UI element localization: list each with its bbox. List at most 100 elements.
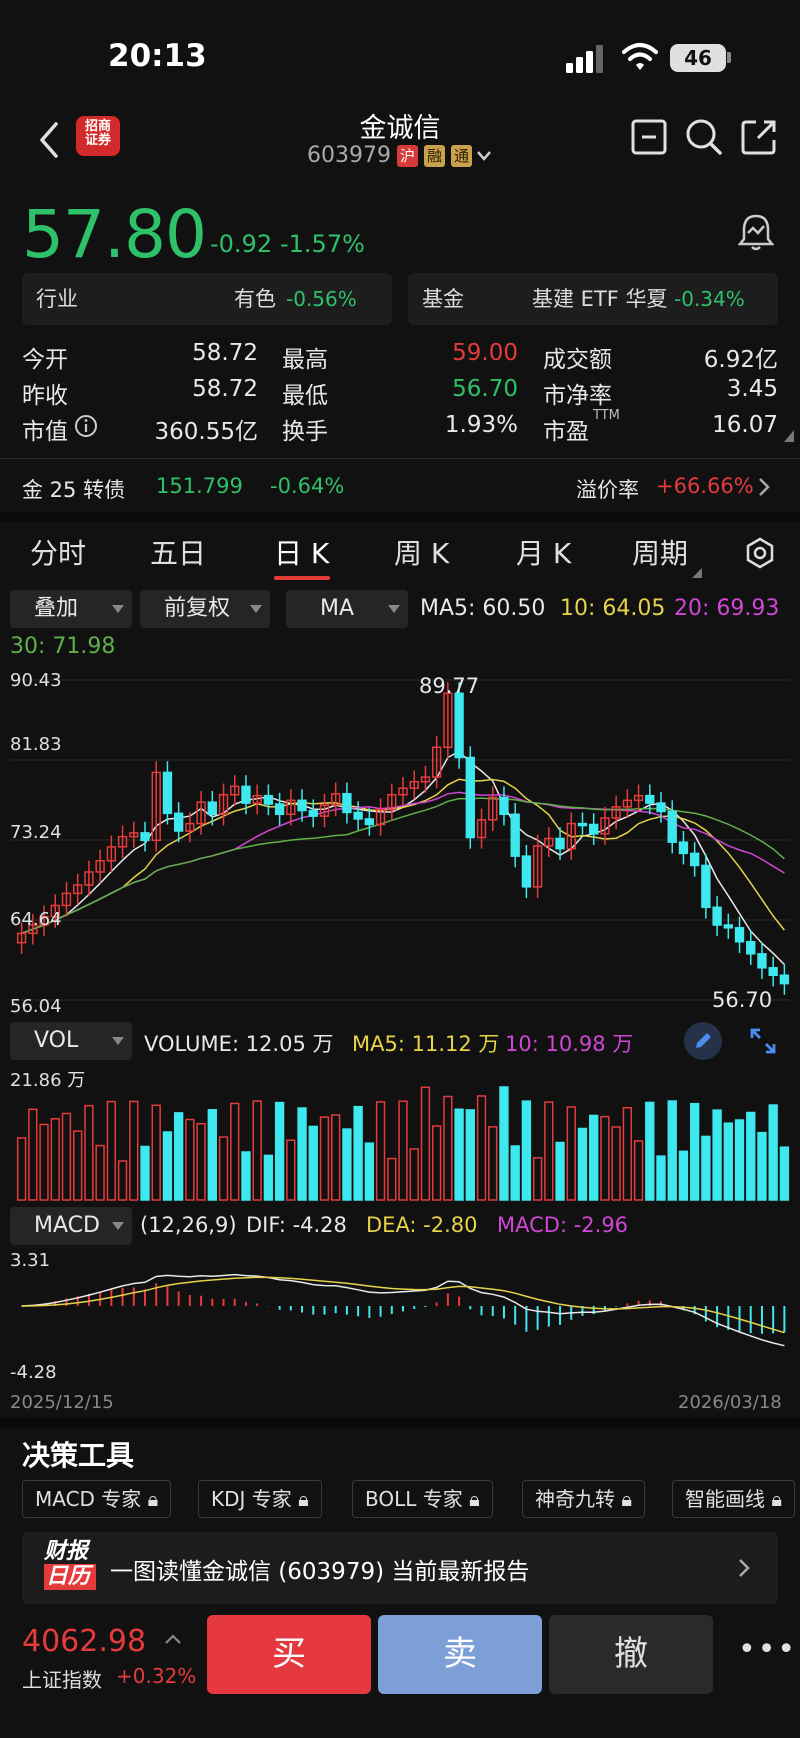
tag-connect: 通 xyxy=(451,145,473,167)
prev-close-value: 58.72 xyxy=(192,376,258,402)
tab-daily-k[interactable]: 日 K xyxy=(274,537,330,570)
volume-bar xyxy=(73,1130,83,1201)
tab-intraday[interactable]: 分时 xyxy=(30,537,87,570)
volume-bar xyxy=(398,1100,408,1201)
kline-candle xyxy=(633,794,644,802)
tool-chip-boll[interactable]: BOLL 专家 🔒︎ xyxy=(352,1480,493,1518)
volume-bar xyxy=(241,1151,251,1201)
broker-logo: 招商 证券 xyxy=(76,116,120,156)
volume-bar xyxy=(443,1095,453,1201)
search-icon[interactable] xyxy=(685,118,723,156)
tool-chip-smartline[interactable]: 智能画线 🔒︎ xyxy=(672,1480,795,1518)
volume-bar xyxy=(308,1125,318,1201)
corner-arrow-icon[interactable] xyxy=(784,430,794,442)
buy-button[interactable]: 买 xyxy=(207,1615,371,1694)
report-banner[interactable]: 财报 日历 一图读懂金诚信 (603979) 当前最新报告 xyxy=(22,1532,778,1604)
back-icon[interactable] xyxy=(34,120,64,160)
battery-tip xyxy=(727,52,731,63)
report-text: 一图读懂金诚信 (603979) 当前最新报告 xyxy=(110,1559,530,1585)
lock-icon: 🔒︎ xyxy=(621,1487,632,1511)
industry-pct: -0.56% xyxy=(286,287,357,311)
vol-dropdown[interactable]: VOL xyxy=(10,1022,132,1060)
pb-value: 3.45 xyxy=(726,376,778,402)
overlay-dropdown[interactable]: 叠加 xyxy=(10,590,132,628)
tab-period[interactable]: 周期 xyxy=(632,537,689,570)
macd-chart[interactable] xyxy=(0,1246,800,1386)
bond-pct: -0.64% xyxy=(270,474,345,498)
pe-value: 16.07 xyxy=(712,412,778,438)
volume-bar xyxy=(230,1102,240,1201)
ma-dropdown[interactable]: MA xyxy=(286,590,408,628)
volume-bar xyxy=(28,1108,38,1201)
volume-bar xyxy=(757,1131,767,1201)
report-badge-top: 财报 xyxy=(44,1539,89,1564)
kline-candle xyxy=(39,915,49,926)
volume-bar xyxy=(723,1122,733,1201)
volume-max-label: 21.86 万 xyxy=(10,1070,86,1091)
open-value: 58.72 xyxy=(192,340,258,366)
kline-y-label-top: 90.43 xyxy=(10,670,62,691)
alert-bell-icon[interactable] xyxy=(738,212,774,252)
volume-bar xyxy=(387,1157,397,1201)
lock-icon: 🔒︎ xyxy=(147,1487,159,1511)
volume-bar xyxy=(712,1109,722,1201)
minimize-icon[interactable] xyxy=(630,118,668,156)
kline-candle xyxy=(611,806,621,819)
kline-candle xyxy=(768,967,778,976)
kline-candle xyxy=(331,793,341,806)
volume-bar xyxy=(353,1105,363,1201)
chevron-down-icon[interactable] xyxy=(476,150,492,162)
kline-y-label-bottom: 56.04 xyxy=(10,996,62,1017)
expand-icon[interactable] xyxy=(748,1026,778,1056)
tab-five-day[interactable]: 五日 xyxy=(150,537,207,570)
sell-button[interactable]: 卖 xyxy=(378,1615,542,1694)
fund-pct: -0.34% xyxy=(674,287,745,311)
kline-candle xyxy=(701,864,711,909)
volume-bar xyxy=(297,1107,307,1201)
tab-monthly-k[interactable]: 月 K xyxy=(516,537,572,570)
kline-y-label-2: 81.83 xyxy=(10,734,62,755)
prev-close-label: 昨收 xyxy=(22,383,68,409)
more-icon[interactable]: ••• xyxy=(738,1632,798,1667)
draw-button[interactable] xyxy=(684,1022,722,1060)
kline-candle xyxy=(488,796,498,821)
tool-chip-td9[interactable]: 神奇九转 🔒︎ xyxy=(522,1480,645,1518)
share-icon[interactable] xyxy=(740,118,778,156)
tab-weekly-k[interactable]: 周 K xyxy=(394,537,450,570)
tab-active-indicator xyxy=(274,576,330,580)
volume-bar xyxy=(274,1101,285,1201)
cancel-order-button[interactable]: 撤 xyxy=(549,1615,713,1694)
tool-chip-macd[interactable]: MACD 专家 🔒︎ xyxy=(22,1480,172,1518)
kline-candle xyxy=(16,932,27,944)
kline-candle xyxy=(555,837,565,850)
macd-dropdown[interactable]: MACD xyxy=(10,1207,132,1245)
tool-chip-kdj[interactable]: KDJ 专家 🔒︎ xyxy=(198,1480,322,1518)
info-icon[interactable] xyxy=(74,414,98,438)
settings-gear-icon[interactable] xyxy=(744,537,776,569)
volume-bar xyxy=(746,1111,756,1201)
industry-box[interactable]: 行业 有色 -0.56% xyxy=(22,273,392,325)
kline-chart[interactable] xyxy=(0,660,800,1020)
low-value: 56.70 xyxy=(452,376,518,402)
adjust-dropdown[interactable]: 前复权 xyxy=(140,590,270,628)
kline-y-label-4: 64.64 xyxy=(10,909,62,930)
fund-box[interactable]: 基金 基建 ETF 华夏 -0.34% xyxy=(408,273,778,325)
chevron-right-icon[interactable] xyxy=(758,477,770,497)
volume-bar xyxy=(544,1101,554,1201)
kline-candle xyxy=(308,809,318,817)
chevron-up-icon[interactable] xyxy=(164,1633,182,1645)
status-time: 20:13 xyxy=(108,38,207,74)
volume-chart[interactable] xyxy=(0,1062,800,1204)
kline-candle xyxy=(779,974,790,985)
volume-ma5: MA5: 11.12 万 xyxy=(352,1032,500,1056)
index-value[interactable]: 4062.98 xyxy=(22,1624,147,1659)
volume-bar xyxy=(129,1100,139,1201)
kline-candle xyxy=(431,746,442,778)
index-pct: +0.32% xyxy=(116,1664,197,1688)
tool-chip-label: BOLL 专家 xyxy=(365,1487,463,1511)
kline-candle xyxy=(454,692,464,759)
volume-bar xyxy=(185,1118,195,1201)
bond-name[interactable]: 金 25 转债 xyxy=(22,478,126,502)
kline-candle xyxy=(106,846,117,862)
volume-bar xyxy=(577,1127,588,1201)
